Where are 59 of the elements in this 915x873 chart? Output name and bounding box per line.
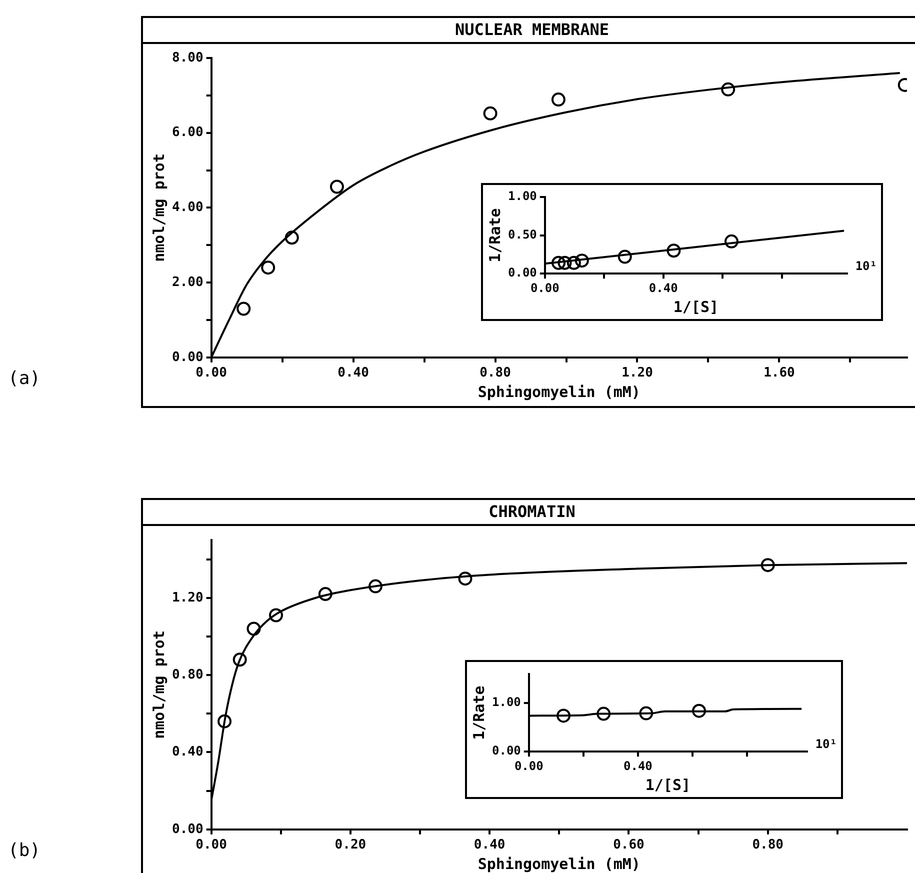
point [246, 622, 261, 636]
x-axis-title: 1/[S] [645, 776, 691, 794]
x-tick-label: 0.00 [196, 366, 228, 381]
x-tick-label: 1.60 [764, 366, 796, 381]
point [552, 256, 566, 270]
point [318, 587, 332, 602]
point [236, 302, 251, 316]
point [261, 260, 276, 275]
point [483, 106, 498, 120]
point [618, 250, 632, 264]
point [218, 714, 232, 728]
y-tick-label: 2.00 [172, 274, 204, 290]
y-tick-label: 1.00 [508, 189, 537, 204]
x-axis-title: Sphingomyelin (mM) [478, 854, 640, 873]
y-tick-label: 0.50 [508, 227, 537, 242]
x-tick-label: 0.80 [752, 838, 784, 853]
point [458, 572, 472, 586]
point [284, 230, 299, 245]
point [760, 558, 775, 572]
x-axis-title: Sphingomyelin (mM) [478, 382, 640, 401]
x-axis-title: 1/[S] [673, 298, 719, 316]
point [368, 579, 382, 594]
y-tick-label: 8.00 [172, 50, 204, 66]
x-tick-label: 0.40 [338, 366, 370, 381]
point [721, 82, 736, 96]
y-tick-label: 0.00 [172, 822, 204, 837]
y-tick-label: 6.00 [172, 125, 204, 140]
y-tick-label: 1.00 [492, 695, 521, 710]
point [724, 234, 738, 248]
y-axis-title: nmol/mg prot [150, 630, 168, 739]
point [566, 256, 581, 270]
y-tick-label: 4.00 [172, 200, 204, 216]
annotation: 10¹ [815, 737, 837, 751]
y-tick-label: 0.00 [172, 350, 204, 365]
y-tick-label: 0.80 [172, 667, 204, 682]
y-axis-title: 1/Rate [470, 686, 488, 740]
text: (b) [8, 840, 41, 861]
point [574, 254, 589, 268]
x-tick-label: 0.80 [480, 366, 512, 381]
point [232, 652, 247, 667]
x-tick-label: 0.00 [196, 838, 228, 853]
point [269, 608, 284, 622]
annotation: 10¹ [855, 259, 877, 273]
point [558, 256, 572, 270]
chart-title: CHROMATIN [143, 500, 915, 526]
x-tick-label: 0.40 [474, 838, 506, 853]
point [551, 92, 566, 107]
y-axis-title: 1/Rate [486, 208, 504, 262]
point [666, 244, 681, 258]
x-tick-label: 0.60 [613, 838, 645, 853]
text: (a) [8, 368, 41, 389]
x-tick-label: 0.20 [334, 838, 366, 853]
point [330, 180, 344, 194]
y-tick-label: 1.20 [172, 590, 204, 606]
x-tick-label: 1.20 [622, 366, 654, 381]
y-tick-label: 0.00 [508, 266, 537, 280]
y-tick-label: 0.40 [172, 744, 204, 760]
chart-title: NUCLEAR MEMBRANE [143, 18, 915, 44]
y-axis-title: nmol/mg prot [150, 154, 168, 262]
